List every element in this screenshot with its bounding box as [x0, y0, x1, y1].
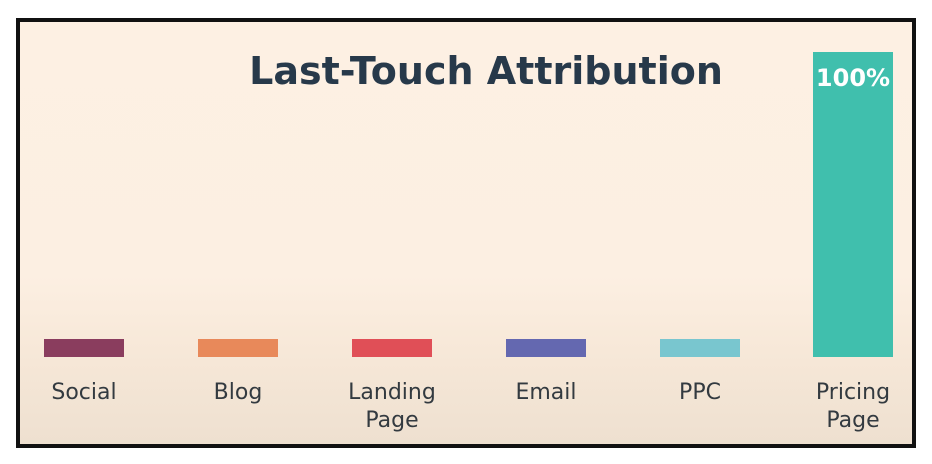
chart-title: Last-Touch Attribution	[249, 49, 723, 93]
category-label-line: Page	[826, 408, 879, 433]
bar-email	[506, 339, 586, 357]
category-label-line: Email	[515, 380, 576, 405]
category-label-line: Landing	[348, 380, 436, 405]
category-label-line: Social	[51, 380, 116, 405]
bar-ppc	[660, 339, 740, 357]
bar-landing-page	[352, 339, 432, 357]
category-label-email: Email	[515, 380, 576, 405]
category-label-pricing-page: Pricing Page	[816, 380, 890, 433]
data-label-pricing-page: 100%	[816, 64, 890, 92]
category-label-line: PPC	[679, 380, 721, 405]
category-label-landing-page: Landing Page	[348, 380, 436, 433]
category-label-line: Page	[365, 408, 418, 433]
chart-frame	[16, 18, 916, 448]
bar-blog	[198, 339, 278, 357]
bar-pricing-page	[813, 52, 893, 357]
category-label-social: Social	[51, 380, 116, 405]
category-label-ppc: PPC	[679, 380, 721, 405]
bar-social	[44, 339, 124, 357]
category-label-line: Blog	[214, 380, 263, 405]
category-label-line: Pricing	[816, 380, 890, 405]
category-label-blog: Blog	[214, 380, 263, 405]
